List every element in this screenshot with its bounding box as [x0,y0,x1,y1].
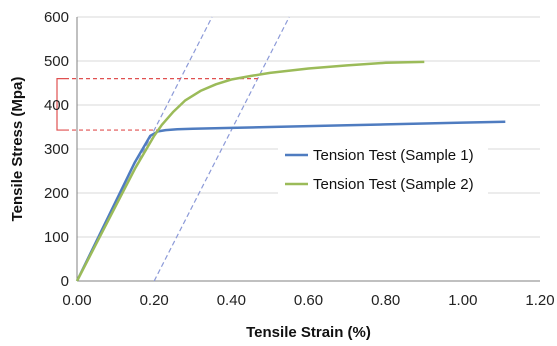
y-tick-label: 100 [44,229,69,246]
yield-range-bracket [56,77,65,131]
series-line-sample-2 [75,60,425,282]
legend-label-sample-2: Tension Test (Sample 2) [313,176,474,193]
x-axis-title: Tensile Strain (%) [246,324,371,341]
y-tick-label: 0 [61,273,69,290]
y-axis-title: Tensile Stress (Mpa) [9,77,26,222]
legend: Tension Test (Sample 1) Tension Test (Sa… [278,143,488,197]
y-tick-label: 600 [44,9,69,26]
offset-line [153,16,290,282]
tick-labels: 0 100 200 300 400 500 600 0.00 0.20 0.40 0.60 0.80 1… [44,9,555,309]
x-tick-label: 0.20 [140,292,169,309]
legend-label-sample-1: Tension Test (Sample 1) [313,147,474,164]
x-tick-label: 0.60 [294,292,323,309]
yield-annotation [56,77,259,131]
y-tick-label: 200 [44,185,69,202]
y-tick-label: 400 [44,97,69,114]
y-tick-label: 500 [44,53,69,70]
x-tick-label: 0.80 [371,292,400,309]
x-tick-label: 1.00 [448,292,477,309]
legend-box [278,143,488,197]
x-tick-label: 0.00 [62,292,91,309]
x-tick-label: 0.40 [217,292,246,309]
data-series [75,60,506,282]
y-tick-label: 300 [44,141,69,158]
x-tick-label: 1.20 [525,292,554,309]
series-line-sample-1 [75,120,506,282]
